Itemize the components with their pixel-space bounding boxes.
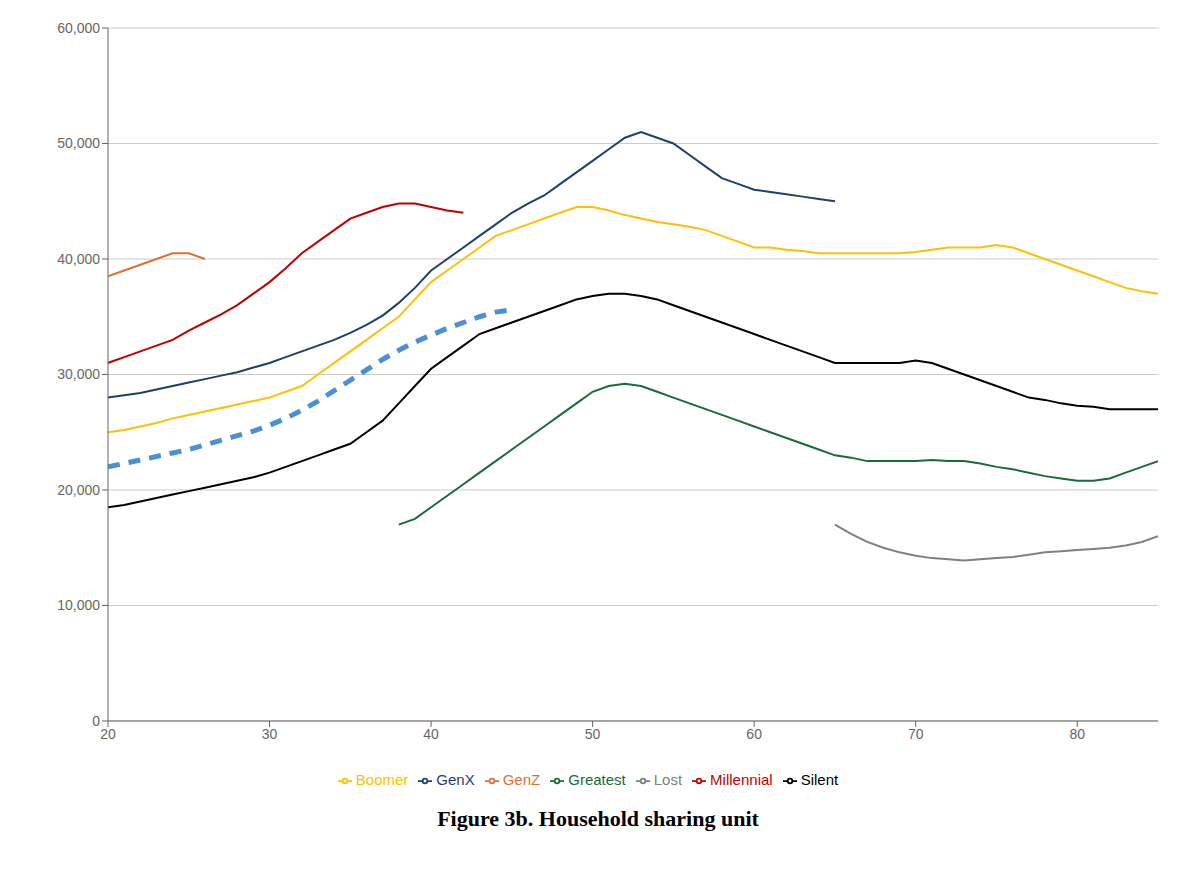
svg-text:30: 30	[262, 726, 278, 742]
svg-text:0: 0	[92, 713, 100, 729]
html-text:Millennial: Millennial	[710, 771, 773, 788]
html-text:Boomer: Boomer	[355, 771, 409, 788]
html-text:Greatest: Greatest	[568, 771, 626, 788]
svg-text:30,000: 30,000	[57, 366, 100, 382]
svg-text:80: 80	[1069, 726, 1085, 742]
html-text:GenZ: GenZ	[502, 771, 541, 788]
svg-text:50,000: 50,000	[57, 135, 100, 151]
html-text:Lost: Lost	[653, 771, 683, 788]
svg-text:60,000: 60,000	[57, 20, 100, 36]
svg-text:20,000: 20,000	[57, 482, 100, 498]
html-text:GenX: GenX	[436, 771, 475, 788]
svg-text:70: 70	[908, 726, 924, 742]
svg-text:60: 60	[746, 726, 762, 742]
svg-text:10,000: 10,000	[57, 597, 100, 613]
svg-text:50: 50	[585, 726, 601, 742]
svg-text:20: 20	[100, 726, 116, 742]
html-text:Silent: Silent	[800, 771, 839, 788]
html-text:Figure 3b. Household sharing u: Figure 3b. Household sharing unit	[437, 806, 759, 831]
svg-text:40,000: 40,000	[57, 251, 100, 267]
svg-text:40: 40	[423, 726, 439, 742]
